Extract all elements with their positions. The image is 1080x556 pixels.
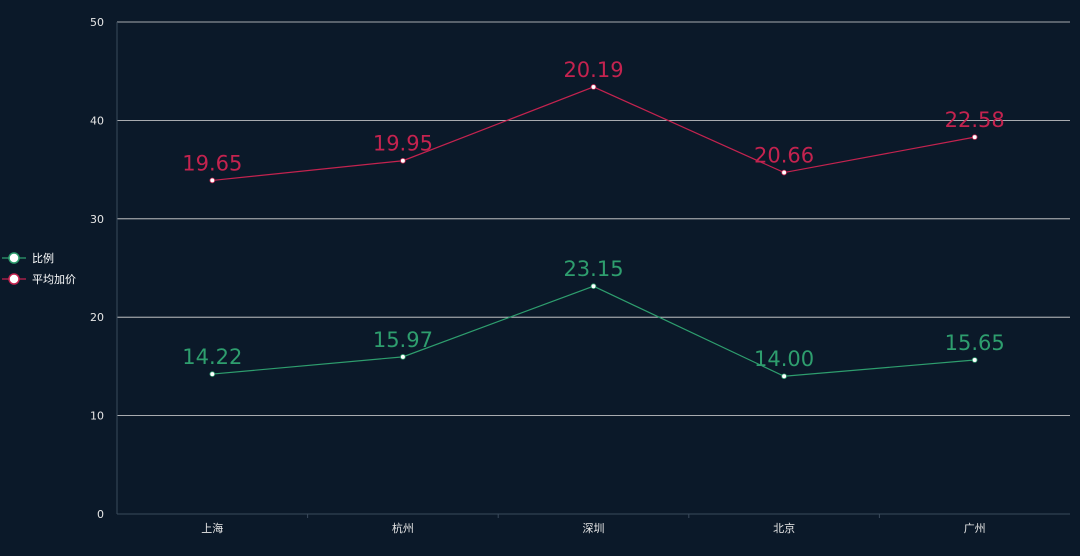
legend-marker-ratio	[8, 252, 20, 264]
series-line	[212, 285, 975, 377]
data-label: 20.19	[563, 58, 623, 82]
legend-label-avg-markup: 平均加价	[32, 273, 76, 286]
data-label: 14.22	[182, 345, 242, 369]
data-label: 14.00	[754, 347, 814, 371]
y-tick-label: 0	[97, 508, 104, 521]
data-point[interactable]	[400, 157, 406, 164]
series-1: 19.65 19.95 20.19 20.66 22.58	[182, 58, 1005, 184]
legend-item-ratio[interactable]: 比例	[2, 251, 54, 265]
y-axis: 0 10 20 30 40 50	[90, 16, 118, 521]
legend-marker-avg-markup	[8, 273, 20, 285]
y-tick-label: 20	[90, 311, 104, 324]
x-tick-label: 上海	[201, 521, 223, 535]
series-layer: 14.22 15.97 23.15 14.00 15.65 19.65 19.95 20.19…	[182, 58, 1005, 380]
y-tick-label: 30	[90, 213, 104, 226]
data-point[interactable]	[971, 134, 978, 140]
legend: 比例 平均加价	[2, 251, 76, 286]
data-label: 22.58	[945, 108, 1005, 132]
data-point[interactable]	[971, 357, 978, 363]
x-tick-label: 深圳	[583, 522, 605, 535]
data-point[interactable]	[590, 283, 597, 290]
data-point[interactable]	[209, 177, 216, 184]
data-label: 20.66	[754, 144, 814, 168]
x-tick-label: 广州	[964, 522, 986, 535]
legend-item-avg-markup[interactable]: 平均加价	[2, 273, 76, 286]
data-point[interactable]	[781, 169, 787, 176]
data-label: 19.65	[182, 151, 242, 175]
x-tick-label: 杭州	[392, 521, 414, 535]
x-tick-label: 北京	[773, 521, 795, 535]
data-point[interactable]	[209, 371, 216, 377]
y-tick-label: 40	[90, 114, 104, 127]
series-0: 14.22 15.97 23.15 14.00 15.65	[182, 257, 1005, 380]
x-axis: 上海 杭州 深圳 北京 广州	[117, 513, 1070, 535]
series-line	[212, 86, 975, 182]
data-point[interactable]	[590, 84, 597, 90]
data-point[interactable]	[781, 373, 787, 380]
data-label: 15.97	[373, 328, 433, 352]
y-tick-label: 10	[90, 410, 104, 423]
data-point[interactable]	[400, 354, 406, 360]
data-label: 23.15	[563, 257, 623, 281]
y-tick-label: 50	[90, 16, 104, 29]
data-label: 19.95	[373, 132, 433, 156]
grid	[117, 21, 1070, 417]
legend-label-ratio: 比例	[32, 251, 54, 265]
data-label: 15.65	[945, 331, 1005, 355]
